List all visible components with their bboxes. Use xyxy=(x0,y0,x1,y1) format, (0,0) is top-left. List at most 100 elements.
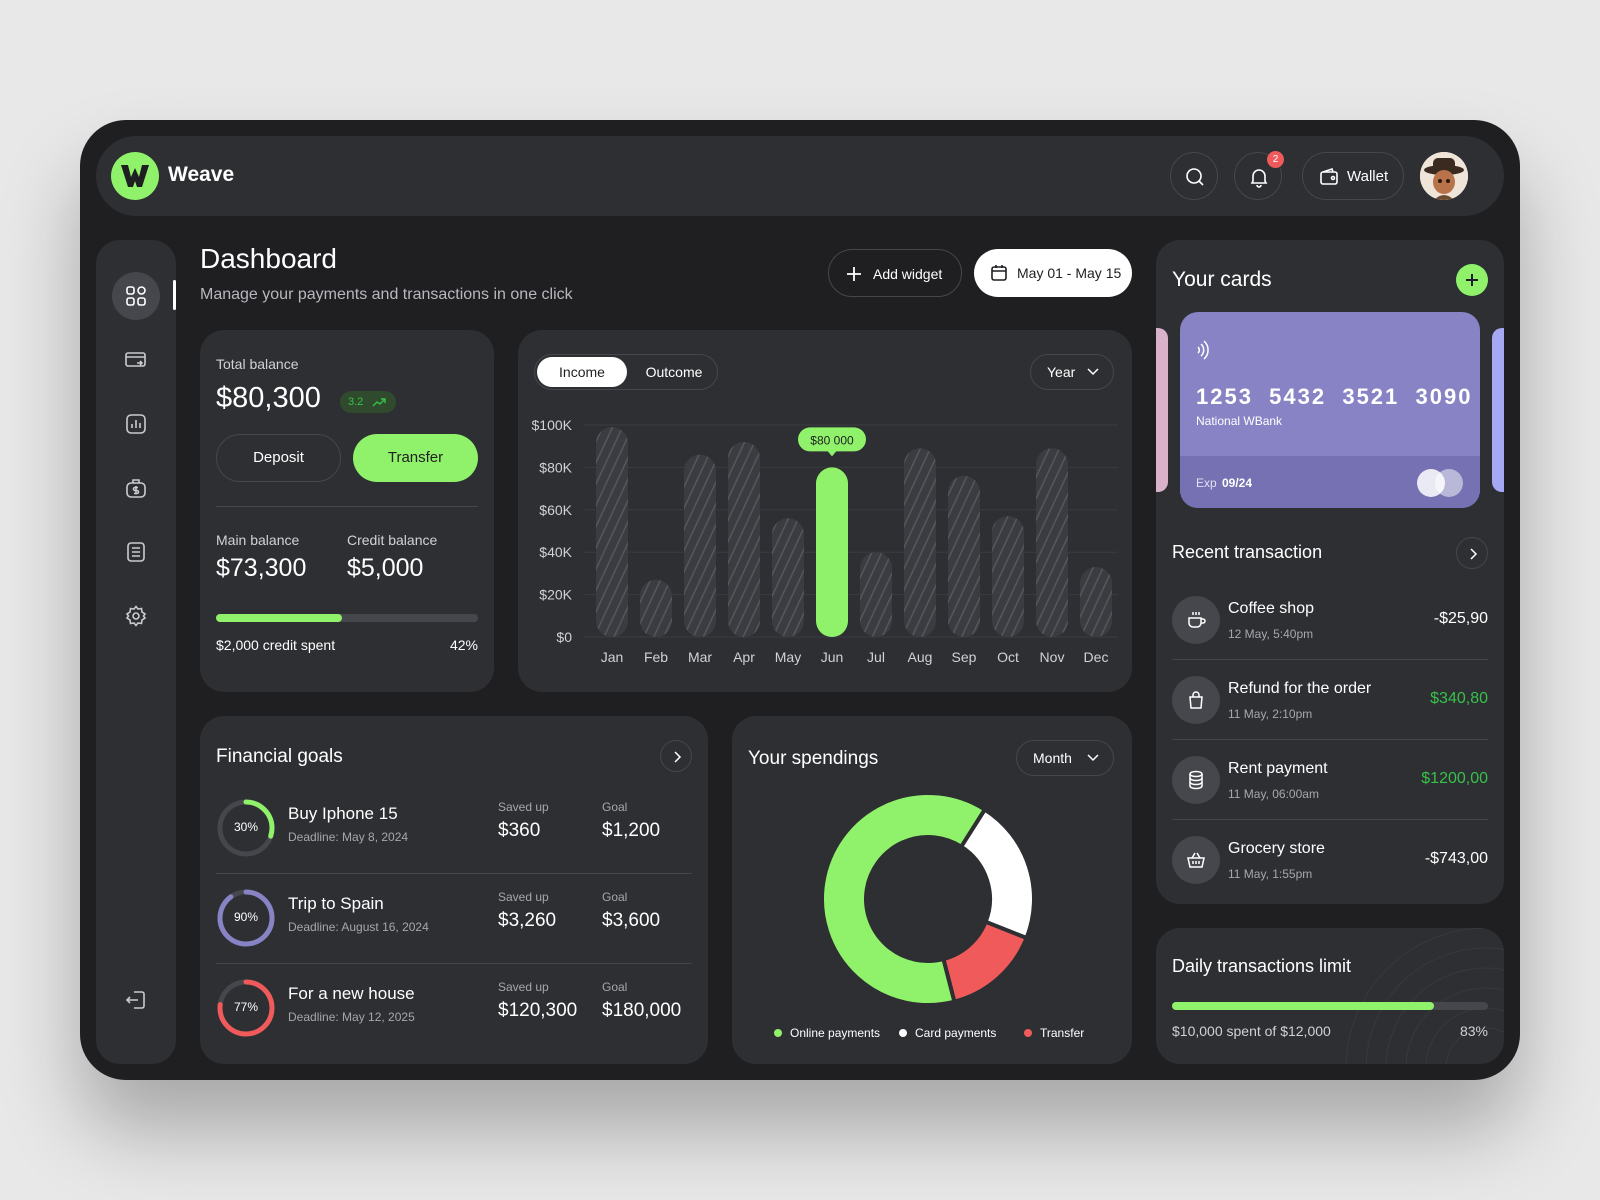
date-range-label: May 01 - May 15 xyxy=(1017,265,1122,281)
goal-percent: 30% xyxy=(233,820,259,834)
trend-up-icon xyxy=(372,398,386,407)
goal-row[interactable]: 77% For a new house Deadline: May 12, 2025… xyxy=(216,962,692,1054)
card-exp-label: Exp xyxy=(1196,476,1217,490)
bar-sep[interactable] xyxy=(948,475,980,637)
add-widget-button[interactable]: Add widget xyxy=(828,249,962,297)
main-balance-value: $73,300 xyxy=(216,554,307,582)
contactless-icon xyxy=(1197,340,1209,360)
bar-mar[interactable] xyxy=(684,454,716,637)
limit-spent-text: $10,000 spent of $12,000 xyxy=(1172,1023,1331,1039)
transaction-date: 11 May, 1:55pm xyxy=(1228,867,1313,881)
goal-name: Buy Iphone 15 xyxy=(288,804,398,823)
y-tick-label: $20K xyxy=(539,587,572,603)
bar-jan[interactable] xyxy=(596,427,628,637)
sidebar-item-dashboard[interactable] xyxy=(112,272,160,320)
total-balance-label: Total balance xyxy=(216,356,299,372)
card-number: 1253 5432 3521 3090 xyxy=(1196,384,1473,409)
transaction-name: Grocery store xyxy=(1228,840,1325,857)
goal-percent: 77% xyxy=(233,1000,259,1014)
search-button[interactable] xyxy=(1170,152,1218,200)
credit-spent-text: $2,000 credit spent xyxy=(216,637,336,653)
daily-limit-card: Daily transactions limit $10,000 spent o… xyxy=(1156,928,1504,1064)
credit-percent: 42% xyxy=(449,637,478,653)
sidebar-item-documents[interactable] xyxy=(112,528,160,576)
transaction-icon xyxy=(1172,756,1220,804)
goal-progress-ring: 90% xyxy=(216,888,276,948)
goal-value: $180,000 xyxy=(602,1000,682,1021)
y-tick-label: $60K xyxy=(539,502,572,518)
transaction-row[interactable]: Coffee shop 12 May, 5:40pm -$25,90 xyxy=(1172,580,1488,660)
date-range-picker[interactable]: May 01 - May 15 xyxy=(974,249,1132,297)
sidebar-item-analytics[interactable] xyxy=(112,400,160,448)
next-card[interactable] xyxy=(1492,328,1504,492)
goals-title: Financial goals xyxy=(216,746,343,767)
bar-jun[interactable] xyxy=(816,467,848,637)
bar-feb[interactable] xyxy=(640,579,672,637)
add-card-button[interactable] xyxy=(1456,264,1488,296)
wallet-button[interactable]: Wallet xyxy=(1302,152,1404,200)
bar-apr[interactable] xyxy=(728,441,760,637)
tab-outcome[interactable]: Outcome xyxy=(645,364,703,380)
goal-percent: 90% xyxy=(233,910,259,924)
sidebar-item-finance[interactable] xyxy=(112,464,160,512)
bar-dec[interactable] xyxy=(1080,567,1112,637)
goal-progress-ring: 30% xyxy=(216,798,276,858)
plus-icon xyxy=(847,267,861,281)
x-tick-label: Aug xyxy=(908,649,933,665)
logout-button[interactable] xyxy=(112,976,160,1024)
x-tick-label: Dec xyxy=(1084,649,1109,665)
bar-aug[interactable] xyxy=(904,448,936,637)
bar-nov[interactable] xyxy=(1036,448,1068,637)
donut-segment-online-payments[interactable] xyxy=(820,791,988,1007)
bar-jul[interactable] xyxy=(860,552,892,637)
limit-percent: 83% xyxy=(1459,1023,1488,1039)
logo[interactable] xyxy=(111,152,159,200)
sidebar-item-settings[interactable] xyxy=(112,592,160,640)
x-tick-label: Nov xyxy=(1040,649,1065,665)
goals-more-button[interactable] xyxy=(660,740,692,772)
transaction-amount: $340,80 xyxy=(1430,690,1488,707)
transaction-row[interactable]: Refund for the order 11 May, 2:10pm $340,8… xyxy=(1172,660,1488,740)
divider xyxy=(1172,819,1488,820)
bank-card[interactable]: 1253 5432 3521 3090 National WBank Exp 0… xyxy=(1180,312,1480,508)
previous-card[interactable] xyxy=(1156,328,1168,492)
bar-tooltip xyxy=(798,427,866,452)
notifications-button[interactable]: 2 xyxy=(1234,151,1284,200)
sidebar-item-cards[interactable] xyxy=(112,336,160,384)
spendings-donut-chart xyxy=(820,791,1036,1007)
donut-segment-transfer[interactable] xyxy=(940,919,1030,1005)
financial-goals-card: Financial goals 30% Buy Iphone 15 Deadline… xyxy=(200,716,708,1064)
card-exp-value: 09/24 xyxy=(1222,476,1253,490)
chevron-right-icon xyxy=(674,751,682,763)
divider xyxy=(1172,739,1488,740)
transaction-row[interactable]: Grocery store 11 May, 1:55pm -$743,00 xyxy=(1172,820,1488,900)
goal-value: $1,200 xyxy=(602,820,661,841)
bar-may[interactable] xyxy=(772,518,804,637)
card-bank-name: National WBank xyxy=(1196,414,1283,428)
deposit-button[interactable]: Deposit xyxy=(216,434,341,482)
transaction-row[interactable]: Rent payment 11 May, 06:00am $1200,00 xyxy=(1172,740,1488,820)
saved-value: $3,260 xyxy=(498,910,557,931)
tab-income[interactable]: Income xyxy=(537,357,627,387)
page-title: Dashboard xyxy=(200,243,337,274)
top-bar: Weave 2 Wallet xyxy=(96,136,1504,216)
goal-row[interactable]: 90% Trip to Spain Deadline: August 16, 202… xyxy=(216,872,692,964)
x-tick-label: Apr xyxy=(733,649,755,665)
transaction-name: Coffee shop xyxy=(1228,600,1314,617)
avatar[interactable] xyxy=(1420,152,1468,200)
period-dropdown[interactable]: Year xyxy=(1030,354,1114,390)
transactions-more-button[interactable] xyxy=(1456,537,1488,569)
transaction-icon xyxy=(1172,836,1220,884)
goal-ring-arc xyxy=(217,889,275,947)
goal-row[interactable]: 30% Buy Iphone 15 Deadline: May 8, 2024 Sav… xyxy=(216,782,692,874)
brand-name: Weave xyxy=(168,163,235,186)
bar-oct[interactable] xyxy=(992,516,1024,637)
goal-name: For a new house xyxy=(288,984,415,1003)
transfer-button[interactable]: Transfer xyxy=(353,434,478,482)
x-tick-label: Sep xyxy=(952,649,977,665)
x-tick-label: Jul xyxy=(867,649,885,665)
chevron-down-icon xyxy=(1087,754,1099,762)
spendings-period-dropdown[interactable]: Month xyxy=(1016,740,1114,776)
credit-balance-label: Credit balance xyxy=(347,532,438,548)
credit-progress-bar xyxy=(216,614,478,622)
